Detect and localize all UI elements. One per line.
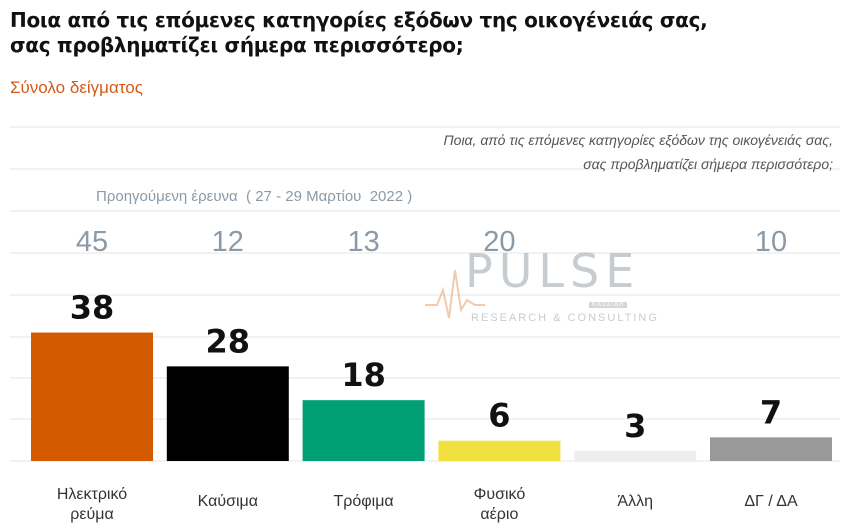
- value-label: 7: [760, 393, 782, 431]
- previous-value: 13: [347, 226, 379, 258]
- value-labels-group: 38 28 18 6 3 7: [70, 289, 782, 445]
- chart-title-line-2: σας προβληματίζει σήμερα περισσότερο;: [10, 33, 464, 57]
- value-label: 3: [624, 407, 646, 445]
- category-label: Καύσιμα: [198, 493, 258, 510]
- watermark-brand: PULSE: [465, 244, 641, 298]
- bar: [31, 332, 153, 461]
- category-label: ΔΓ / ΔΑ: [744, 493, 798, 510]
- watermark-tag: ΚΑΣΣΙΔΗ: [589, 302, 628, 308]
- category-label: Ηλεκτρικό: [57, 486, 127, 503]
- value-label: 6: [488, 397, 510, 435]
- question-note-line-2: σας προβληματίζει σήμερα περισσότερο;: [583, 156, 833, 172]
- value-label: 38: [70, 289, 115, 327]
- category-label: ρεύμα: [70, 506, 113, 523]
- bars-group: [31, 332, 832, 461]
- bar: [574, 450, 697, 461]
- category-label: αέριο: [480, 506, 518, 523]
- chart-title-line-1: Ποια από τις επόμενες κατηγορίες εξόδων …: [10, 8, 708, 32]
- chart-title: Ποια από τις επόμενες κατηγορίες εξόδων …: [10, 8, 840, 58]
- value-label: 28: [206, 322, 251, 360]
- previous-values-group: 45 12 13 20 10: [76, 226, 787, 258]
- previous-value: 10: [755, 226, 787, 258]
- watermark-tagline: RESEARCH & CONSULTING: [471, 312, 659, 324]
- category-labels-group: Ηλεκτρικό ρεύμα Καύσιμα Τρόφιμα Φυσικό αέριο Ά…: [57, 486, 798, 523]
- category-label: Τρόφιμα: [334, 493, 394, 510]
- pulse-watermark: PULSE ΚΑΣΣΙΔΗ RESEARCH & CONSULTING: [425, 244, 657, 340]
- question-note-line-1: Ποια, από τις επόμενες κατηγορίες εξόδων…: [443, 132, 833, 148]
- question-note: Ποια, από τις επόμενες κατηγορίες εξόδων…: [313, 128, 833, 176]
- previous-value: 20: [483, 226, 515, 258]
- previous-survey-label: Προηγούμενη έρευνα ( 27 - 29 Μαρτίου 202…: [96, 188, 413, 205]
- pulse-heartbeat-icon: [425, 269, 485, 319]
- bar: [302, 400, 425, 461]
- bar: [166, 366, 289, 461]
- bar: [438, 440, 561, 461]
- bar: [710, 437, 832, 461]
- category-label: Άλλη: [617, 493, 653, 510]
- previous-value: 45: [76, 226, 108, 258]
- value-label: 18: [341, 356, 386, 394]
- chart-subtitle: Σύνολο δείγματος: [10, 78, 143, 97]
- category-label: Φυσικό: [474, 486, 526, 503]
- previous-value: 12: [212, 226, 244, 258]
